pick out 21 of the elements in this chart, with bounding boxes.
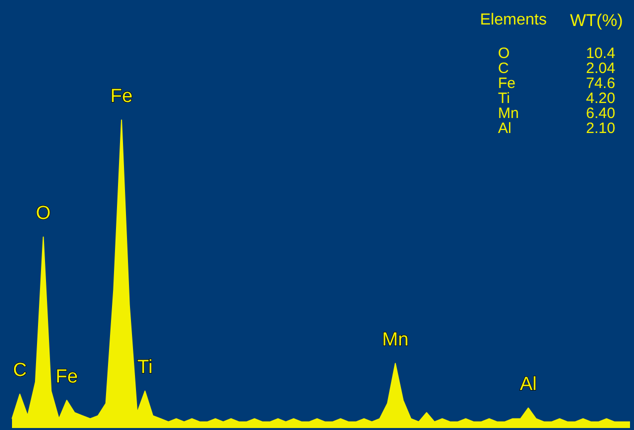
text: WT(%): [570, 11, 623, 30]
text: O: [498, 45, 510, 62]
annotation: Mn: [498, 105, 519, 122]
annotation: Fe: [110, 86, 133, 107]
annotation: Ti: [137, 357, 153, 378]
annotation: Fe: [56, 366, 78, 388]
text: C: [498, 60, 509, 77]
annotation: 2.10: [586, 120, 616, 137]
annotation: 6.40: [586, 105, 616, 122]
text: Ti: [498, 90, 510, 107]
text: Fe: [498, 75, 516, 92]
annotation: O: [36, 203, 51, 224]
text: 2.04: [586, 60, 616, 77]
annotation: Mn: [382, 329, 409, 350]
annotation: Al: [498, 120, 512, 137]
annotation: Al: [520, 374, 537, 395]
annotation: C: [12, 360, 27, 382]
text: 74.6: [586, 75, 616, 92]
text: 4.20: [586, 90, 616, 107]
text: Elements: [480, 12, 547, 28]
text: 10.4: [586, 45, 616, 62]
